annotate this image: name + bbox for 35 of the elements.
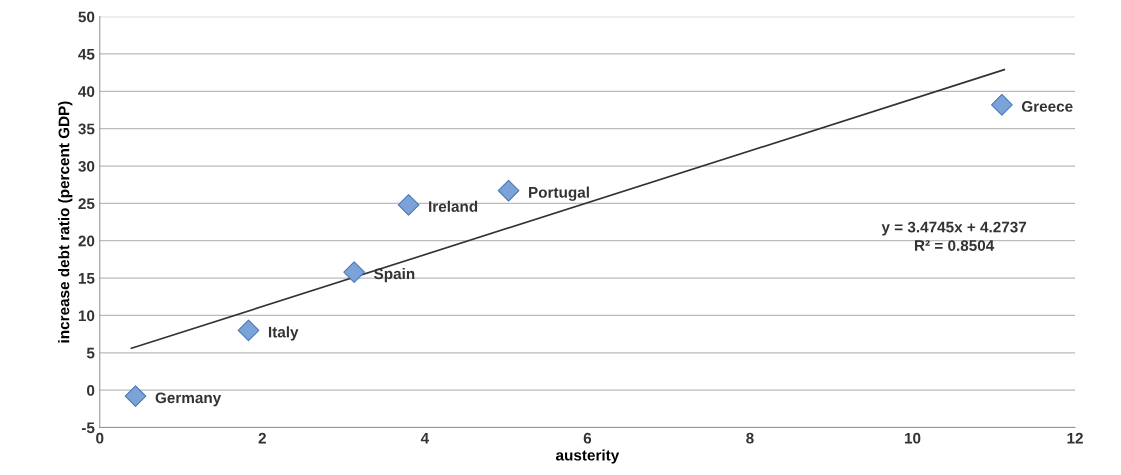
x-tick-label: 12: [1067, 432, 1083, 444]
y-tick-label: 15: [78, 273, 95, 284]
y-tick-label: 0: [87, 385, 95, 396]
data-label: Greece: [1021, 101, 1073, 112]
x-tick-label: 6: [583, 432, 592, 444]
y-tick-label: 40: [78, 86, 95, 98]
y-axis-title: increase debt ratio (percent GDP): [58, 101, 73, 343]
y-tick-label: 20: [78, 235, 95, 247]
y-tick-label: 10: [78, 310, 95, 322]
point: [237, 319, 260, 342]
y-tick-label: 5: [86, 347, 95, 359]
data-label: Germany: [155, 392, 222, 407]
y-tick-label: 50: [78, 11, 95, 23]
y-tick-label: -5: [81, 422, 95, 434]
annotation: y = 3.4745x + 4.2737: [881, 221, 1027, 236]
data-label: Portugal: [529, 186, 589, 201]
y-tick-label: 25: [78, 198, 95, 210]
x-axis-title: austerity: [556, 449, 620, 464]
data-label: Italy: [268, 326, 299, 341]
x-tick-label: 0: [96, 432, 104, 444]
point: [397, 194, 420, 216]
data-label: Spain: [374, 267, 415, 283]
point: [343, 261, 366, 283]
point: [991, 93, 1013, 116]
y-tick-label: 30: [78, 160, 95, 172]
data-label: Ireland: [429, 200, 478, 212]
y-tick-label: 45: [78, 49, 95, 60]
y-tick-label: 35: [78, 123, 95, 135]
x-tick-label: 8: [746, 432, 754, 444]
x-tick-label: 4: [420, 432, 430, 444]
x-tick-label: 2: [258, 432, 266, 444]
point: [497, 179, 520, 202]
annotation: R² = 0.8504: [915, 240, 995, 251]
x-tick-label: 10: [904, 432, 921, 444]
point: [124, 385, 147, 407]
